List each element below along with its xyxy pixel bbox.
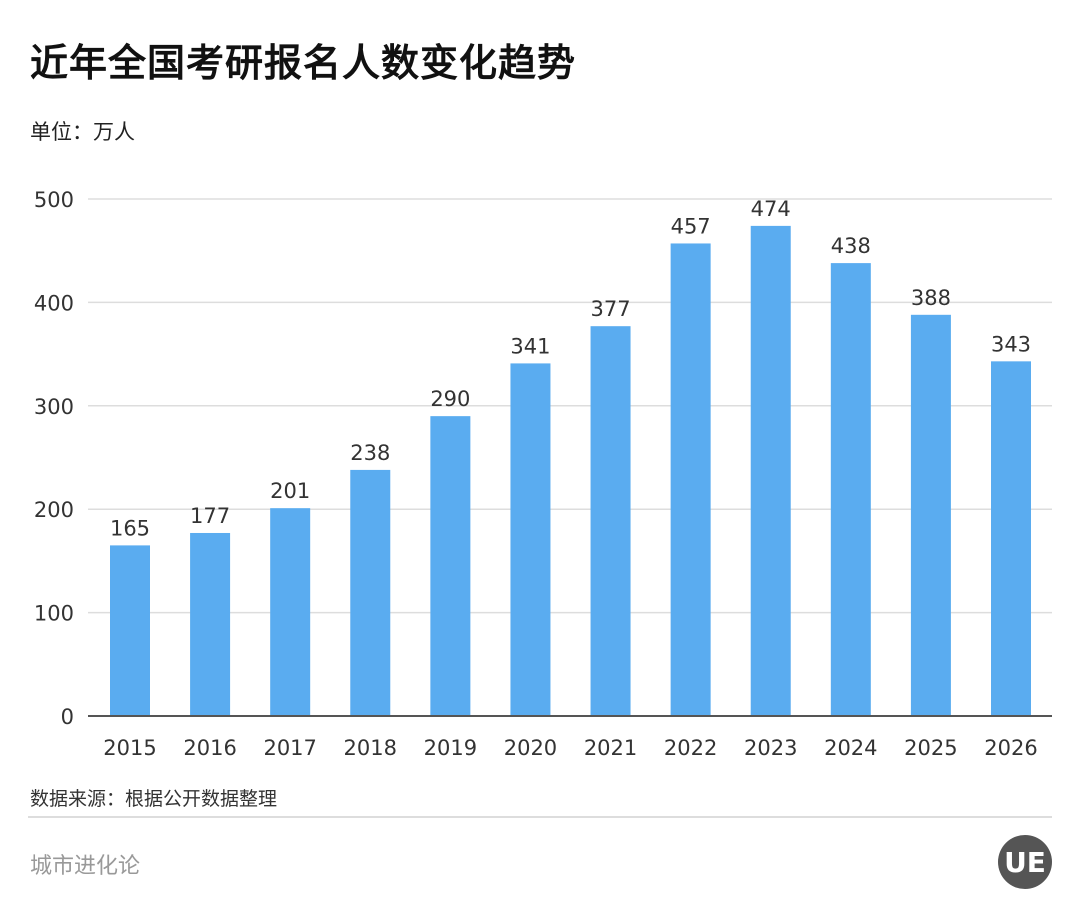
data-label: 238: [350, 441, 390, 465]
x-tick-label: 2026: [984, 736, 1037, 760]
y-tick-label: 100: [34, 602, 74, 626]
x-tick-label: 2018: [344, 736, 397, 760]
divider: [28, 816, 1052, 818]
bar-2023: [750, 225, 791, 716]
data-label: 457: [671, 214, 711, 238]
bar-2022: [670, 243, 711, 716]
bar-2015: [110, 545, 150, 716]
x-tick-label: 2021: [584, 736, 637, 760]
bar-2020: [510, 363, 551, 716]
brand-logo: UE: [998, 835, 1052, 889]
data-source: 数据来源：根据公开数据整理: [30, 788, 278, 810]
chart-title: 近年全国考研报名人数变化趋势: [30, 41, 577, 85]
bar-2019: [430, 416, 471, 716]
unit-label: 单位：万人: [30, 120, 135, 144]
x-tick-label: 2024: [824, 736, 877, 760]
y-tick-label: 300: [34, 395, 74, 419]
bar-2024: [830, 263, 871, 716]
y-tick-label: 400: [34, 291, 74, 315]
x-tick-label: 2019: [424, 736, 477, 760]
x-tick-label: 2017: [263, 736, 316, 760]
y-tick-label: 200: [34, 498, 74, 522]
data-label: 290: [430, 387, 470, 411]
data-label: 388: [911, 286, 951, 310]
y-tick-label: 500: [34, 188, 74, 212]
data-label: 343: [991, 332, 1031, 356]
x-tick-label: 2015: [103, 736, 156, 760]
y-tick-label: 0: [61, 705, 74, 729]
bar-2018: [350, 469, 391, 716]
data-label: 177: [190, 504, 230, 528]
bar-2017: [270, 508, 311, 716]
x-tick-label: 2016: [183, 736, 236, 760]
data-label: 201: [270, 479, 310, 503]
brand-name: 城市进化论: [30, 854, 141, 879]
bar-2026: [991, 361, 1031, 716]
data-label: 377: [590, 297, 630, 321]
bar-2025: [910, 314, 951, 716]
x-tick-label: 2025: [904, 736, 957, 760]
x-tick-label: 2022: [664, 736, 717, 760]
data-label: 341: [510, 334, 550, 358]
bar-2021: [590, 326, 631, 716]
x-tick-label: 2020: [504, 736, 557, 760]
bar-2016: [190, 532, 231, 716]
x-tick-label: 2023: [744, 736, 797, 760]
data-label: 438: [831, 234, 871, 258]
data-label: 165: [110, 516, 150, 540]
data-label: 474: [751, 197, 791, 221]
